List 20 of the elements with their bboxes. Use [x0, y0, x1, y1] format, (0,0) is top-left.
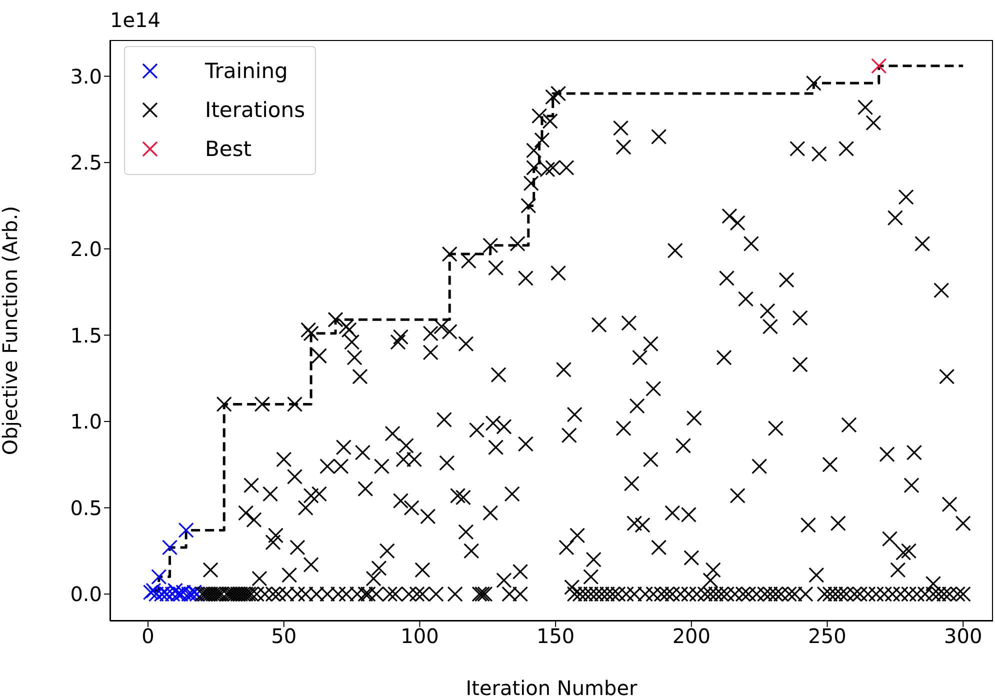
- x-tick-label: 50: [271, 624, 297, 648]
- y-tick-label: 1.5: [70, 323, 102, 348]
- y-tick-label: 1.0: [70, 410, 102, 434]
- x-tick-label: 250: [808, 624, 846, 648]
- legend-label: Best: [205, 136, 252, 160]
- legend-label: Training: [205, 58, 288, 82]
- x-tick-label: 0: [142, 624, 154, 648]
- y-tick-label: 3.0: [70, 64, 102, 88]
- legend-label: Iterations: [205, 98, 306, 122]
- x-tick-label: 100: [400, 624, 439, 648]
- x-axis-title: Iteration Number: [466, 676, 638, 699]
- text: 1e14: [110, 8, 160, 32]
- x-tick-label: 300: [944, 624, 982, 648]
- y-tick-label: 0.0: [70, 582, 102, 606]
- y-tick-label: 2.0: [70, 236, 102, 261]
- y-tick-label: 0.5: [70, 496, 102, 520]
- y-tick-label: 2.5: [70, 150, 102, 175]
- x-tick-label: 150: [536, 624, 575, 648]
- y-axis-title: Objective Function (Arb.): [0, 206, 22, 456]
- x-tick-label: 200: [672, 624, 711, 648]
